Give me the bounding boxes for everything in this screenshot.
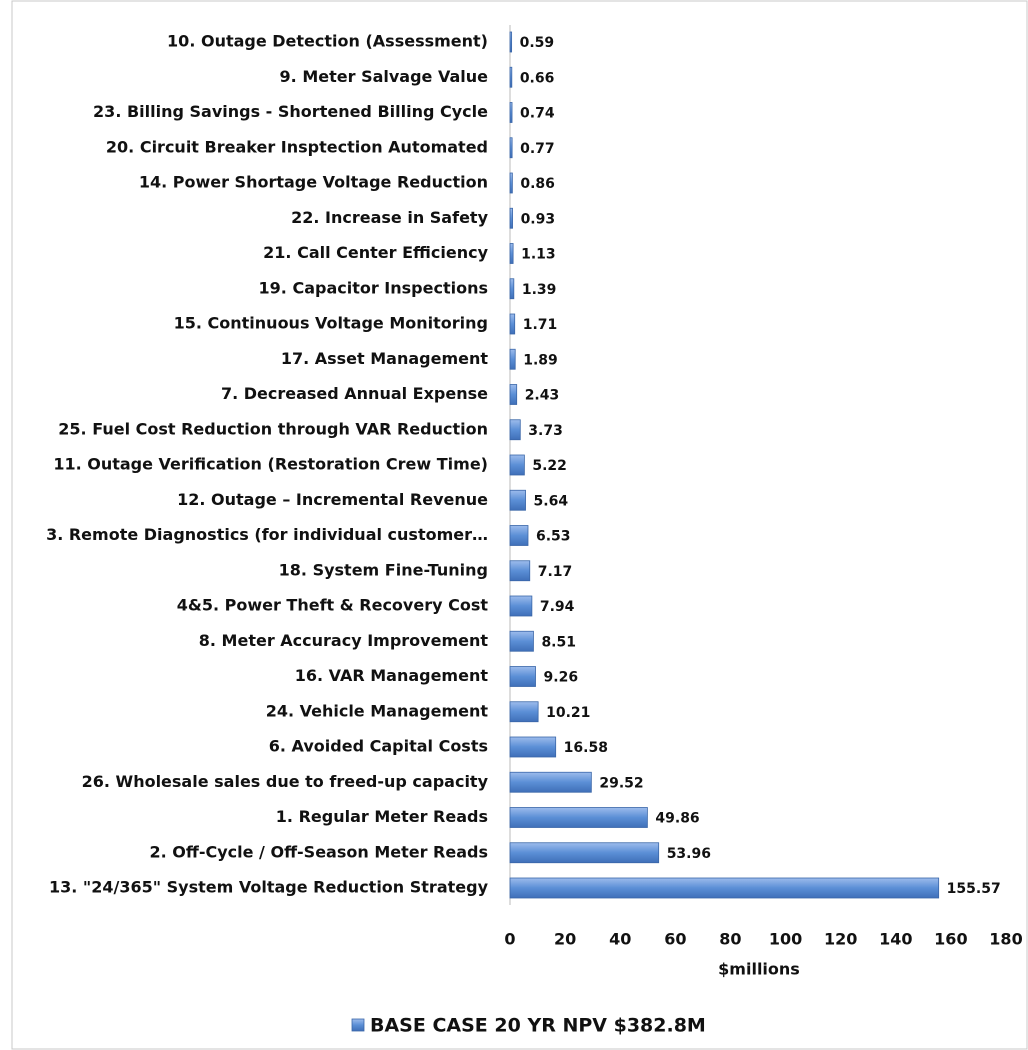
y-tick-label: 17. Asset Management	[281, 349, 489, 368]
x-tick-label: 40	[609, 930, 631, 949]
bar	[509, 489, 526, 511]
data-label: 8.51	[541, 634, 576, 650]
data-label: 0.77	[520, 141, 555, 157]
data-label: 49.86	[655, 811, 699, 827]
data-label: 155.57	[947, 881, 1001, 897]
x-tick-label: 180	[989, 930, 1022, 949]
y-tick-label: 21. Call Center Efficiency	[263, 243, 488, 262]
data-label: 0.93	[521, 211, 556, 227]
bar	[509, 207, 513, 229]
y-tick-label: 15. Continuous Voltage Monitoring	[174, 314, 488, 333]
x-axis-label: $millions	[718, 960, 800, 979]
data-label: 1.89	[523, 352, 558, 368]
y-tick-label: 18. System Fine-Tuning	[279, 560, 488, 579]
y-tick-label: 8. Meter Accuracy Improvement	[199, 631, 489, 650]
bar	[509, 454, 525, 476]
data-label: 6.53	[536, 529, 571, 545]
bar	[509, 137, 513, 159]
bar	[509, 701, 539, 723]
y-tick-label: 19. Capacitor Inspections	[259, 278, 488, 297]
data-label: 1.13	[521, 247, 556, 263]
bar	[509, 771, 592, 793]
data-label: 5.64	[534, 493, 569, 509]
bar	[509, 560, 531, 582]
data-label: 7.17	[538, 564, 573, 580]
bar	[509, 877, 940, 899]
bar	[509, 243, 514, 264]
data-label: 10.21	[546, 705, 590, 721]
y-tick-label: 9. Meter Salvage Value	[280, 67, 489, 86]
y-tick-label: 6. Avoided Capital Costs	[269, 737, 488, 756]
y-tick-label: 24. Vehicle Management	[266, 701, 489, 720]
data-label: 29.52	[599, 775, 643, 791]
legend-swatch	[351, 1018, 365, 1032]
data-label: 9.26	[544, 670, 579, 686]
bar	[509, 666, 536, 687]
data-label: 0.74	[520, 106, 555, 122]
x-tick-label: 80	[719, 930, 741, 949]
data-label: 16.58	[564, 740, 608, 756]
y-tick-label: 26. Wholesale sales due to freed-up capa…	[82, 772, 489, 791]
bar	[509, 384, 518, 405]
data-label: 1.39	[522, 282, 557, 298]
bar	[509, 66, 513, 88]
x-tick-label: 100	[769, 930, 802, 949]
data-label: 3.73	[528, 423, 563, 439]
y-tick-label: 16. VAR Management	[295, 666, 489, 685]
y-tick-label: 2. Off-Cycle / Off-Season Meter Reads	[150, 842, 489, 861]
y-tick-label: 1. Regular Meter Reads	[276, 807, 488, 826]
bar	[509, 102, 513, 123]
bar	[509, 736, 557, 758]
data-label: 0.86	[520, 176, 555, 192]
data-label: 0.66	[520, 70, 555, 86]
bar	[509, 348, 516, 370]
bar	[509, 807, 648, 828]
x-tick-label: 140	[879, 930, 912, 949]
y-tick-label: 11. Outage Verification (Restoration Cre…	[53, 455, 488, 474]
x-tick-label: 160	[934, 930, 967, 949]
y-tick-label: 10. Outage Detection (Assessment)	[167, 32, 488, 51]
x-tick-label: 0	[504, 930, 515, 949]
bar	[509, 595, 533, 617]
frame	[11, 0, 1028, 1050]
x-tick-label: 20	[554, 930, 576, 949]
bar	[509, 31, 513, 53]
y-tick-label: 4&5. Power Theft & Recovery Cost	[177, 596, 489, 615]
data-label: 0.59	[520, 35, 555, 51]
bar	[509, 313, 516, 335]
x-tick-label: 60	[664, 930, 686, 949]
bar	[509, 525, 529, 546]
y-tick-label: 3. Remote Diagnostics (for individual cu…	[46, 525, 488, 544]
legend-label: BASE CASE 20 YR NPV $382.8M	[370, 1015, 706, 1037]
data-label: 1.71	[523, 317, 558, 333]
bar	[509, 172, 513, 194]
y-tick-label: 22. Increase in Safety	[291, 208, 488, 227]
y-tick-label: 12. Outage – Incremental Revenue	[177, 490, 488, 509]
bar	[509, 630, 534, 652]
y-tick-label: 23. Billing Savings - Shortened Billing …	[93, 102, 488, 121]
data-label: 7.94	[540, 599, 575, 615]
bar	[509, 419, 521, 441]
data-label: 5.22	[532, 458, 567, 474]
y-tick-label: 20. Circuit Breaker Insptection Automate…	[106, 137, 488, 156]
bar	[509, 278, 515, 300]
x-tick-label: 120	[824, 930, 857, 949]
y-tick-label: 14. Power Shortage Voltage Reduction	[139, 173, 488, 192]
y-tick-label: 13. "24/365" System Voltage Reduction St…	[49, 878, 489, 897]
y-tick-label: 7. Decreased Annual Expense	[221, 384, 488, 403]
data-label: 53.96	[667, 846, 711, 862]
data-label: 2.43	[525, 388, 560, 404]
y-tick-label: 25. Fuel Cost Reduction through VAR Redu…	[58, 419, 488, 438]
bar	[509, 842, 660, 864]
